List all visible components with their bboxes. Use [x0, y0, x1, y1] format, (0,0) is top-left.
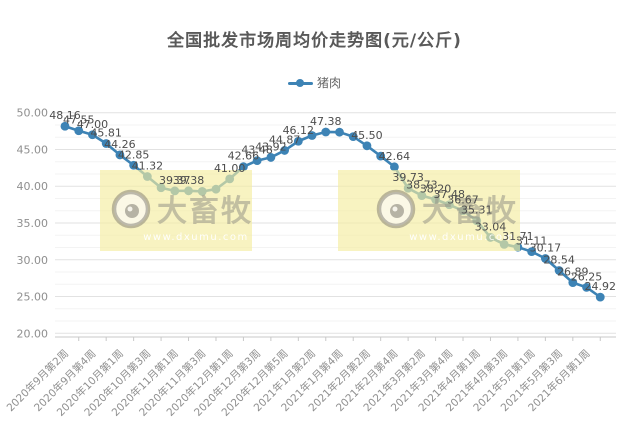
data-point[interactable] [554, 266, 564, 275]
data-point[interactable] [280, 146, 289, 155]
dxumu-logo-swirl-dot [392, 206, 398, 212]
data-point[interactable] [252, 156, 262, 166]
dxumu-logo-swirl-dot [127, 206, 133, 212]
watermark-brand-text: 大畜牧 [422, 194, 518, 229]
data-point-label: 37.48 [434, 188, 466, 201]
legend-item-pork[interactable]: 猪肉 [287, 74, 341, 91]
data-point[interactable] [239, 162, 248, 172]
data-point-label: 42.64 [379, 150, 411, 163]
data-point[interactable] [115, 150, 125, 160]
data-point-label: 43.92 [255, 140, 287, 153]
chart-legend: 猪肉 [0, 74, 629, 91]
data-point-label: 24.92 [585, 280, 617, 293]
data-point-label: 39.73 [392, 171, 424, 184]
data-point[interactable] [362, 141, 372, 151]
data-point[interactable] [595, 292, 605, 302]
data-point-label: 38.20 [420, 182, 452, 195]
data-point-label: 47.55 [63, 114, 95, 127]
data-point-label: 35.31 [461, 204, 493, 217]
watermark-box [338, 170, 520, 251]
data-point-label: 36.67 [447, 194, 479, 207]
data-point-label: 46.12 [283, 124, 315, 137]
watermark-url-text: www.dxumu.com [143, 232, 249, 243]
data-point[interactable] [129, 160, 139, 170]
data-point-label: 26.89 [557, 266, 589, 279]
data-point[interactable] [101, 139, 111, 148]
dxumu-logo-swirl [390, 204, 404, 218]
watermark-url-text: www.dxumu.com [409, 232, 515, 243]
data-point-label: 42.85 [118, 148, 150, 161]
watermark-brand-text: 大畜牧 [157, 194, 253, 229]
data-point[interactable] [74, 126, 84, 136]
data-point-label: 39.38 [173, 174, 205, 187]
legend-line-icon [287, 78, 313, 88]
data-point[interactable] [88, 130, 97, 140]
data-point-label: 26.25 [571, 270, 603, 283]
data-point-label: 31.11 [516, 235, 548, 248]
y-axis-label: 25.00 [17, 291, 49, 304]
y-axis-label: 50.00 [17, 107, 49, 120]
data-point[interactable] [335, 127, 344, 137]
data-point[interactable] [582, 282, 591, 292]
data-point-label: 45.50 [351, 129, 383, 142]
data-point-label: 28.54 [543, 254, 575, 267]
data-point-label: 44.87 [269, 133, 301, 146]
data-point[interactable] [321, 127, 331, 137]
data-point-label: 30.17 [530, 242, 562, 255]
data-point-label: 41.32 [132, 160, 164, 173]
data-point-label: 33.04 [475, 220, 507, 233]
y-axis-label: 30.00 [17, 254, 49, 267]
data-point-label: 41.00 [214, 162, 246, 175]
data-point-label: 42.66 [228, 150, 260, 163]
y-axis-label: 40.00 [17, 180, 49, 193]
y-axis-label: 35.00 [17, 217, 49, 230]
data-point[interactable] [376, 151, 386, 161]
data-point[interactable] [348, 132, 358, 142]
data-point-label: 47.00 [77, 118, 109, 131]
data-point[interactable] [540, 254, 550, 263]
data-point[interactable] [568, 278, 578, 288]
data-point-label: 38.73 [406, 179, 438, 192]
data-point-label: 48.16 [49, 109, 81, 122]
data-point-label: 47.38 [310, 115, 342, 128]
data-point-label: 45.81 [90, 127, 122, 140]
data-point[interactable] [293, 136, 303, 146]
data-point[interactable] [307, 131, 317, 140]
data-point-label: 43.48 [241, 144, 273, 157]
data-point-label: 31.71 [502, 230, 534, 243]
data-point[interactable] [266, 153, 276, 162]
data-point[interactable] [527, 247, 537, 257]
y-axis-label: 20.00 [17, 327, 49, 340]
data-point[interactable] [390, 162, 399, 172]
data-point-label: 39.37 [159, 174, 191, 187]
chart-title: 全国批发市场周均价走势图(元/公斤) [167, 31, 462, 51]
dxumu-logo-swirl [125, 204, 139, 218]
data-point[interactable] [60, 121, 70, 131]
legend-label: 猪肉 [316, 76, 341, 90]
y-axis-label: 45.00 [17, 143, 49, 156]
data-point-label: 44.26 [104, 138, 136, 151]
